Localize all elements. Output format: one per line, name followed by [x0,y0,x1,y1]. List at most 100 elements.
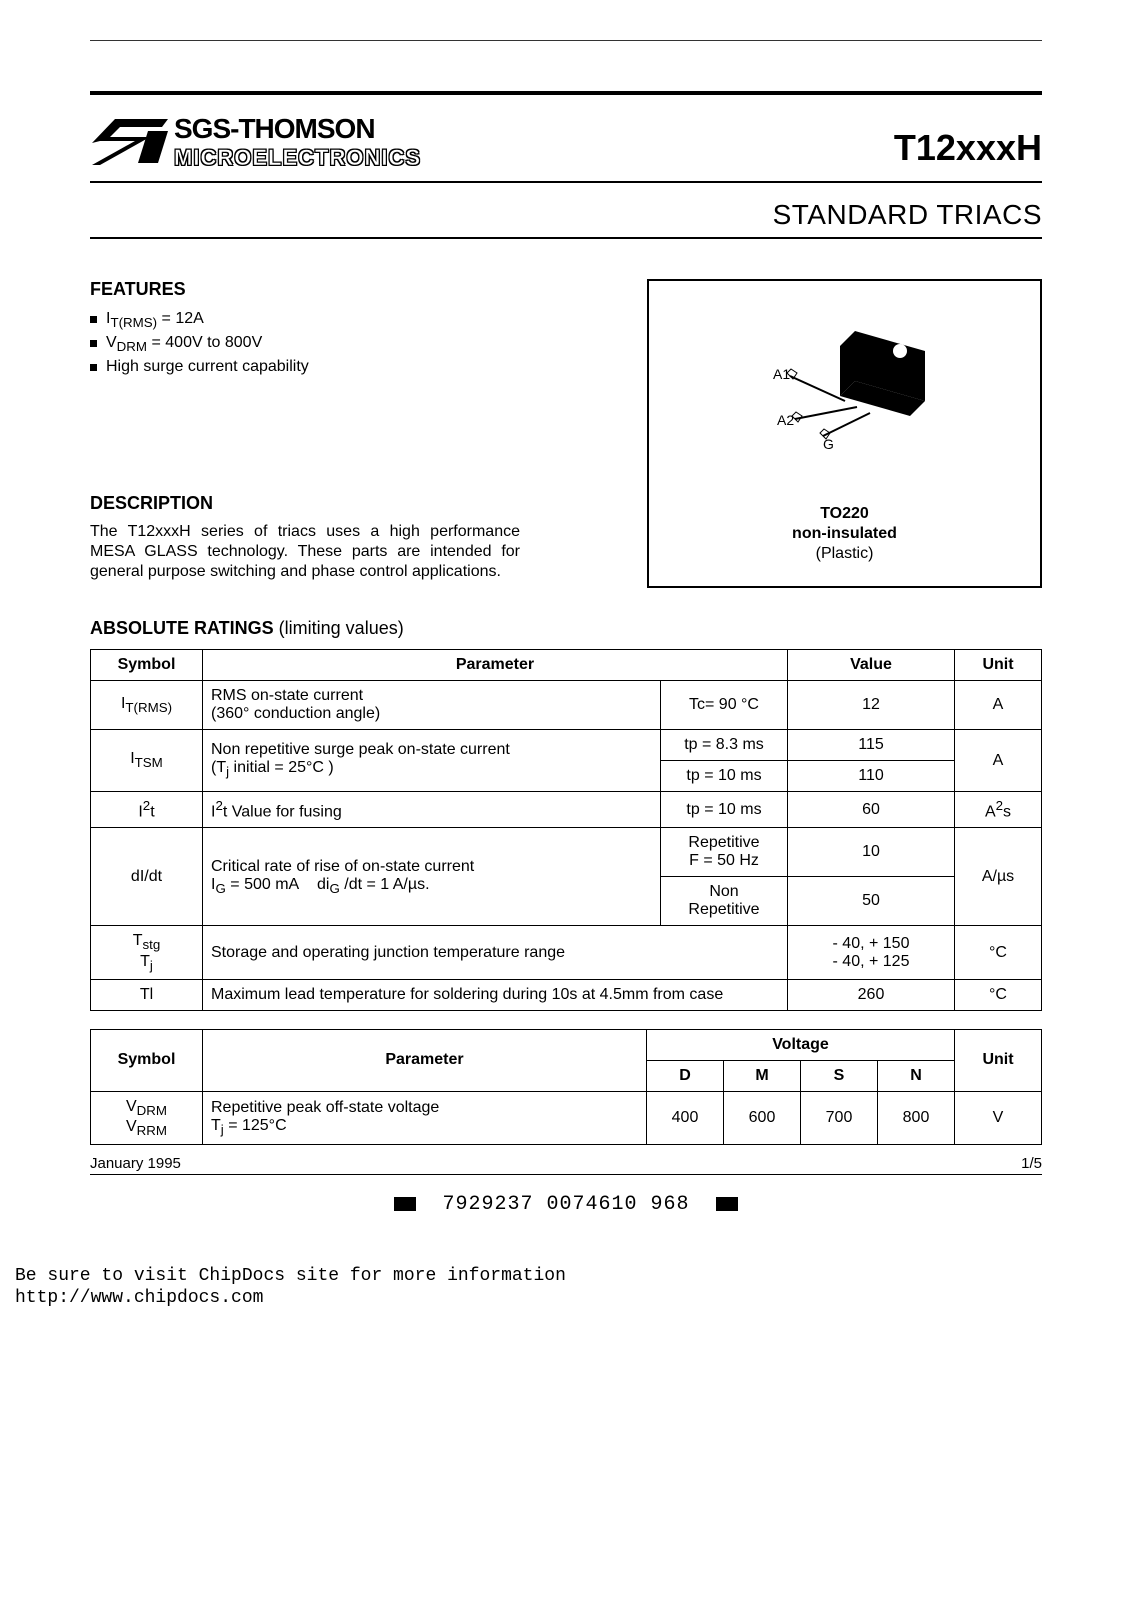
cell-value: 260 [788,979,955,1010]
abs-ratings-table: Symbol Parameter Value Unit IT(RMS) RMS … [90,649,1042,1011]
cell-value: 115 [788,730,955,761]
chipdocs-footer: Be sure to visit ChipDocs site for more … [15,1266,1042,1309]
footer: January 1995 1/5 [90,1155,1042,1175]
chipdocs-line1: Be sure to visit ChipDocs site for more … [15,1266,566,1286]
cell-d: 400 [647,1091,724,1144]
package-box: A1 A2 G TO220 non-insulated (Plastic) [647,279,1042,588]
th-value: Value [788,650,955,681]
cell-value: - 40, + 150- 40, + 125 [788,926,955,979]
cell-param: Non repetitive surge peak on-state curre… [203,730,661,792]
th-parameter: Parameter [203,650,788,681]
cell-param: Maximum lead temperature for soldering d… [203,979,788,1010]
cell-param: I2t Value for fusing [203,792,661,828]
package-line3: (Plastic) [816,545,874,562]
th-s: S [801,1060,878,1091]
part-number: T12xxxH [894,127,1042,171]
cell-unit: A [955,730,1042,792]
cell-unit: °C [955,979,1042,1010]
cell-unit: A [955,681,1042,730]
logo-line1: SGS-THOMSON [174,113,421,145]
cell-symbol: Tl [91,979,203,1010]
chipdocs-line2: http://www.chipdocs.com [15,1288,263,1308]
cell-cond: RepetitiveF = 50 Hz [661,828,788,877]
barcode: 7929237 0074610 968 [90,1193,1042,1216]
th-symbol: Symbol [91,1029,203,1091]
cell-unit: A2s [955,792,1042,828]
abs-ratings-title-rest: (limiting values) [274,618,404,638]
body-row: FEATURES IT(RMS) = 12A VDRM = 400V to 80… [90,279,1042,588]
package-drawing: A1 A2 G [745,321,945,476]
company-logo: SGS-THOMSON MICROELECTRONICS [90,113,421,171]
features-title: FEATURES [90,279,520,300]
cell-unit: V [955,1091,1042,1144]
cell-n: 800 [878,1091,955,1144]
abs-ratings-title-bold: ABSOLUTE RATINGS [90,618,274,638]
th-unit: Unit [955,1029,1042,1091]
table-row: I2t I2t Value for fusing tp = 10 ms 60 A… [91,792,1042,828]
cell-unit: A/µs [955,828,1042,926]
left-column: FEATURES IT(RMS) = 12A VDRM = 400V to 80… [90,279,520,588]
cell-param: Repetitive peak off-state voltageTj = 12… [203,1091,647,1144]
cell-value: 10 [788,828,955,877]
cell-cond: tp = 10 ms [661,761,788,792]
cell-s: 700 [801,1091,878,1144]
cell-cond: NonRepetitive [661,877,788,926]
footer-page: 1/5 [1021,1155,1042,1172]
table-row: VDRMVRRM Repetitive peak off-state volta… [91,1091,1042,1144]
page: SGS-THOMSON MICROELECTRONICS T12xxxH STA… [0,0,1132,1600]
table-row: Tl Maximum lead temperature for solderin… [91,979,1042,1010]
barcode-block-icon [716,1197,738,1211]
voltage-table: Symbol Parameter Voltage Unit D M S N VD… [90,1029,1042,1145]
barcode-block-icon [394,1197,416,1211]
cell-value: 12 [788,681,955,730]
package-label: TO220 non-insulated (Plastic) [649,504,1040,564]
th-m: M [724,1060,801,1091]
table-row: IT(RMS) RMS on-state current(360° conduc… [91,681,1042,730]
st-logo-icon [90,113,170,168]
th-d: D [647,1060,724,1091]
subtitle: STANDARD TRIACS [90,183,1042,239]
cell-param: Critical rate of rise of on-state curren… [203,828,661,926]
description-title: DESCRIPTION [90,493,520,514]
th-voltage: Voltage [647,1029,955,1060]
package-line2: non-insulated [792,525,897,542]
pin-label-a2: A2 [777,412,794,428]
abs-ratings-title: ABSOLUTE RATINGS (limiting values) [90,618,1042,639]
table-row: TstgTj Storage and operating junction te… [91,926,1042,979]
logo-line2: MICROELECTRONICS [174,145,421,171]
cell-cond: tp = 8.3 ms [661,730,788,761]
table-row: ITSM Non repetitive surge peak on-state … [91,730,1042,761]
feature-item: High surge current capability [90,356,520,378]
table-header-row: Symbol Parameter Voltage Unit [91,1029,1042,1060]
th-unit: Unit [955,650,1042,681]
table-header-row: Symbol Parameter Value Unit [91,650,1042,681]
logo-text: SGS-THOMSON MICROELECTRONICS [174,113,421,171]
cell-value: 50 [788,877,955,926]
barcode-text: 7929237 0074610 968 [442,1193,689,1216]
cell-symbol: I2t [91,792,203,828]
cell-symbol: ITSM [91,730,203,792]
pin-label-a1: A1 [773,366,790,382]
feature-item: IT(RMS) = 12A [90,308,520,332]
th-symbol: Symbol [91,650,203,681]
footer-date: January 1995 [90,1155,181,1172]
table-row: dI/dt Critical rate of rise of on-state … [91,828,1042,877]
top-rule [90,40,1042,91]
header: SGS-THOMSON MICROELECTRONICS T12xxxH [90,91,1042,183]
th-n: N [878,1060,955,1091]
cell-cond: Tc= 90 °C [661,681,788,730]
cell-m: 600 [724,1091,801,1144]
features-list: IT(RMS) = 12A VDRM = 400V to 800V High s… [90,308,520,378]
package-name: TO220 [820,505,869,522]
description-text: The T12xxxH series of triacs uses a high… [90,522,520,582]
cell-symbol: VDRMVRRM [91,1091,203,1144]
feature-item: VDRM = 400V to 800V [90,332,520,356]
cell-unit: °C [955,926,1042,979]
cell-symbol: TstgTj [91,926,203,979]
cell-value: 60 [788,792,955,828]
th-parameter: Parameter [203,1029,647,1091]
cell-value: 110 [788,761,955,792]
right-column: A1 A2 G TO220 non-insulated (Plastic) [647,279,1042,588]
cell-param: Storage and operating junction temperatu… [203,926,788,979]
cell-symbol: dI/dt [91,828,203,926]
